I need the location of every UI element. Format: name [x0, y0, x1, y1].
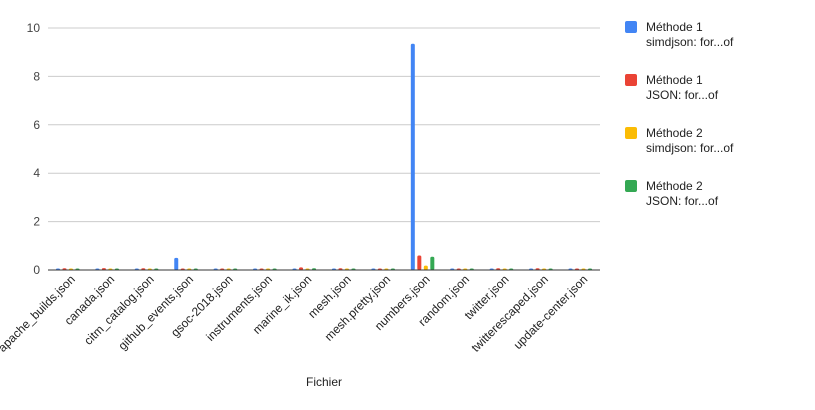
legend-swatch [625, 127, 637, 139]
legend-item-m1-json[interactable]: Méthode 1 JSON: for...of [625, 73, 810, 113]
bar [417, 255, 422, 270]
y-tick-label: 2 [33, 215, 40, 229]
bar [410, 43, 415, 271]
bar [174, 257, 179, 270]
legend-item-m2-json[interactable]: Méthode 2 JSON: for...of [625, 179, 810, 219]
bars [55, 43, 593, 271]
legend-label: Méthode 2 JSON: for...of [646, 179, 719, 208]
legend-swatch [625, 180, 637, 192]
y-tick-label: 6 [33, 118, 40, 132]
x-axis-ticks: apache_builds.jsoncanada.jsoncitm_catalo… [0, 272, 590, 355]
bar [430, 256, 435, 270]
bar [299, 267, 304, 270]
legend-label: Méthode 2 simdjson: for...of [646, 126, 734, 155]
y-tick-label: 10 [27, 21, 41, 35]
y-tick-label: 0 [33, 263, 40, 277]
bar [423, 265, 428, 270]
x-axis-title: Fichier [306, 375, 342, 389]
legend-item-m2-simdjson[interactable]: Méthode 2 simdjson: for...of [625, 126, 810, 166]
y-tick-label: 4 [33, 166, 40, 180]
legend: Méthode 1 simdjson: for...of Méthode 1 J… [625, 20, 810, 232]
y-tick-label: 8 [33, 69, 40, 83]
y-axis-ticks: 0 2 4 6 8 10 [27, 21, 41, 277]
legend-item-m1-simdjson[interactable]: Méthode 1 simdjson: for...of [625, 20, 810, 60]
legend-label: Méthode 1 simdjson: for...of [646, 20, 734, 49]
x-tick-label: citm_catalog.json [81, 272, 156, 347]
legend-swatch [625, 74, 637, 86]
legend-label: Méthode 1 JSON: for...of [646, 73, 719, 102]
gridlines [48, 27, 600, 223]
legend-swatch [625, 21, 637, 33]
x-tick-label: update-center.json [511, 272, 591, 352]
